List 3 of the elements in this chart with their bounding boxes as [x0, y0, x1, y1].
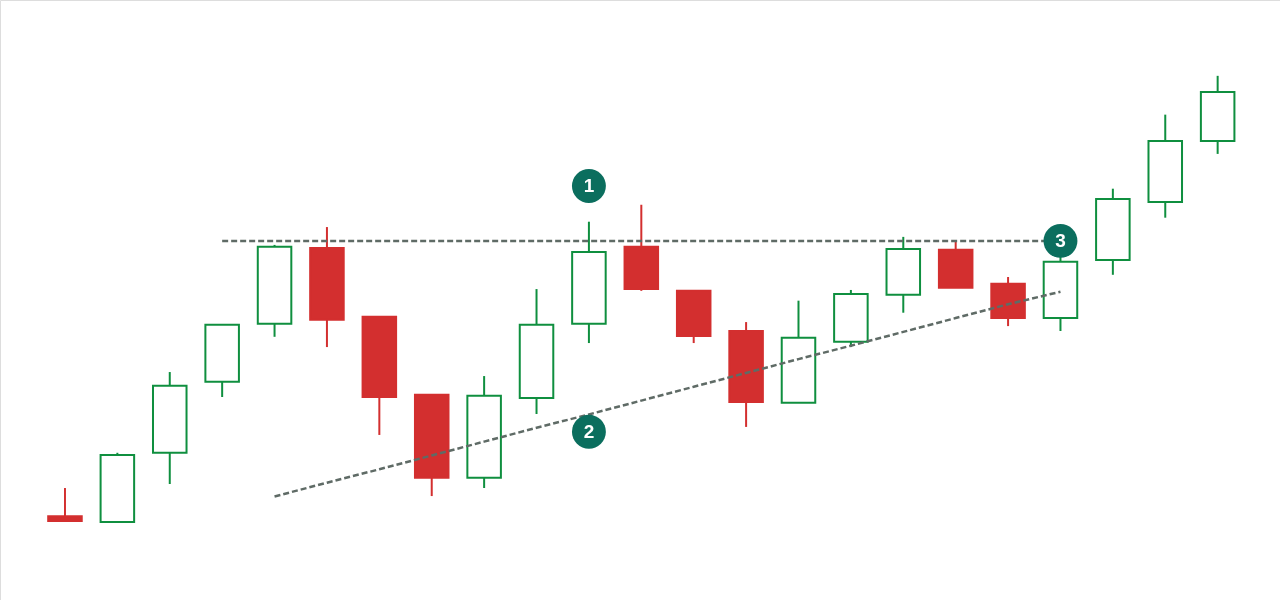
series-label: 1 — [583, 175, 595, 197]
series-label: 2 — [583, 420, 595, 442]
series-label: 3 — [1055, 229, 1066, 251]
